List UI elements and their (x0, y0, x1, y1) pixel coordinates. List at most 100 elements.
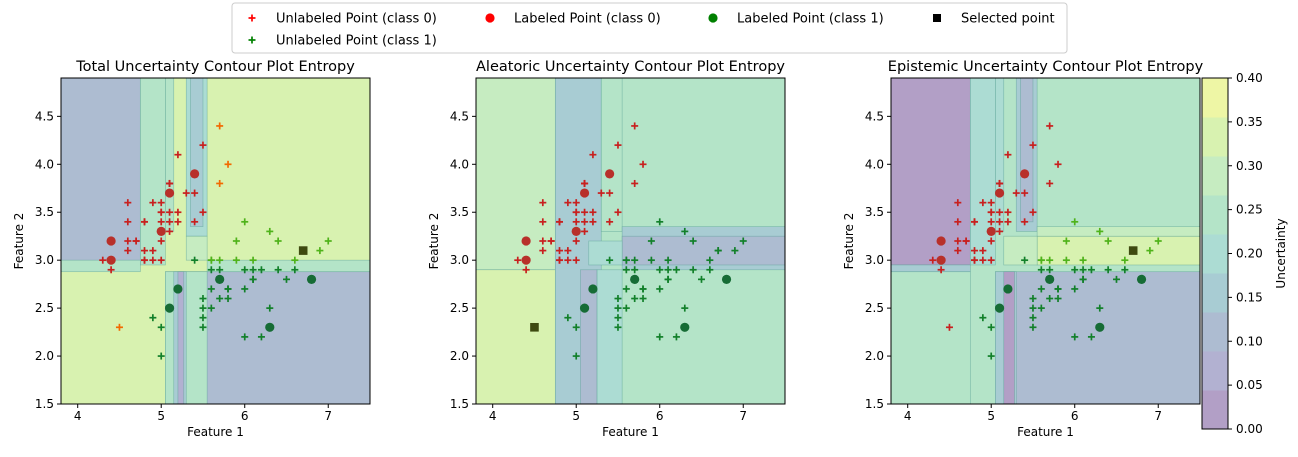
labeled-point-class1 (164, 303, 175, 313)
unlabeled-point-class1 (291, 266, 299, 274)
points (929, 122, 1162, 360)
contour-region (995, 271, 1200, 404)
unlabeled-point-class0 (987, 199, 995, 207)
y-ticks: 1.5 2.0 2.5 3.0 3.5 4.0 4.5 (865, 109, 891, 411)
unlabeled-point-class0 (597, 189, 605, 197)
legend-entry: Labeled Point (class 0) (485, 12, 661, 27)
unlabeled-point-class0 (199, 208, 207, 216)
unlabeled-point-class0 (124, 247, 132, 255)
unlabeled-point-class0 (971, 247, 979, 255)
x-tick-label: 4 (74, 409, 82, 423)
unlabeled-point-class0 (987, 218, 995, 226)
legend-marker (485, 13, 495, 23)
unlabeled-point-class0 (1046, 179, 1054, 187)
y-tick-label: 1.5 (865, 397, 884, 411)
labeled-point-class1 (1045, 274, 1055, 284)
unlabeled-point-class0 (141, 218, 149, 226)
unlabeled-point-class1 (1029, 295, 1037, 303)
unlabeled-point-class0 (1054, 160, 1062, 168)
unlabeled-point-class0 (539, 247, 547, 255)
y-axis-label: Feature 2 (842, 213, 856, 270)
y-tick-label: 2.0 (35, 349, 54, 363)
unlabeled-point-class1 (1029, 304, 1037, 312)
contour-region (891, 78, 971, 266)
unlabeled-point-class0 (547, 237, 555, 245)
unlabeled-point-class0 (115, 323, 123, 331)
legend-label: Unlabeled Point (class 0) (276, 12, 437, 27)
unlabeled-point-class1 (1046, 295, 1054, 303)
x-tick-label: 6 (656, 409, 664, 423)
colorbar-tick-label: 0.20 (1236, 247, 1263, 261)
colorbar-segment (1202, 273, 1228, 313)
labeled-point-class0 (521, 255, 531, 265)
unlabeled-point-class1 (207, 266, 215, 274)
subplot-2: 4 5 6 7 1.5 2.0 2.5 3.0 3.5 4.0 4.5 Aleatoric Uncer… (427, 59, 786, 439)
labeled-point-class0 (986, 226, 996, 237)
y-tick-label: 3.0 (865, 253, 884, 267)
unlabeled-point-class1 (656, 266, 664, 274)
colorbar-tick-label: 0.10 (1236, 334, 1263, 348)
colorbar-segment (1202, 117, 1228, 157)
unlabeled-point-class1 (664, 256, 672, 264)
unlabeled-point-class1 (1071, 333, 1079, 341)
contour-region (185, 235, 208, 261)
unlabeled-point-class0 (149, 199, 157, 207)
unlabeled-point-class0 (614, 141, 622, 149)
unlabeled-point-class1 (631, 266, 639, 274)
unlabeled-point-class0 (564, 256, 572, 264)
unlabeled-point-class0 (937, 266, 945, 274)
colorbar-tick-label: 0.00 (1236, 422, 1263, 436)
unlabeled-point-class0 (141, 247, 149, 255)
unlabeled-point-class0 (141, 256, 149, 264)
unlabeled-point-class1 (614, 304, 622, 312)
unlabeled-point-class0 (996, 218, 1004, 226)
unlabeled-point-class0 (631, 179, 639, 187)
labeled-point-class1 (721, 274, 732, 284)
unlabeled-point-class0 (572, 208, 580, 216)
unlabeled-point-class1 (622, 266, 630, 274)
unlabeled-point-class1 (1104, 237, 1112, 245)
unlabeled-point-class0 (614, 208, 622, 216)
colorbar-segment (1202, 390, 1228, 430)
unlabeled-point-class0 (631, 122, 639, 130)
labeled-point-class1 (215, 274, 225, 284)
legend-entry: Selected point (933, 12, 1055, 27)
unlabeled-point-class1 (979, 314, 987, 322)
unlabeled-point-class0 (962, 237, 970, 245)
unlabeled-point-class1 (672, 333, 680, 341)
unlabeled-point-class0 (166, 218, 174, 226)
unlabeled-point-class1 (199, 295, 207, 303)
unlabeled-point-class0 (971, 256, 979, 264)
x-ticks: 4 5 6 7 (489, 404, 747, 423)
unlabeled-point-class1 (157, 352, 165, 360)
labeled-point-class0 (571, 226, 581, 237)
contour-region (165, 78, 175, 232)
unlabeled-point-class1 (1021, 256, 1029, 264)
unlabeled-point-class0 (987, 237, 995, 245)
x-tick-label: 4 (489, 409, 497, 423)
y-tick-label: 3.5 (35, 205, 54, 219)
x-tick-label: 6 (241, 409, 249, 423)
labeled-point-class1 (1003, 284, 1013, 294)
unlabeled-point-class1 (1037, 304, 1045, 312)
unlabeled-point-class1 (199, 323, 207, 331)
unlabeled-point-class0 (971, 218, 979, 226)
unlabeled-point-class1 (656, 333, 664, 341)
legend-label: Labeled Point (class 0) (514, 12, 661, 27)
unlabeled-point-class0 (954, 199, 962, 207)
unlabeled-point-class1 (207, 285, 215, 293)
labeled-point-class0 (106, 255, 116, 265)
labeled-point-class1 (588, 284, 598, 294)
unlabeled-point-class0 (954, 247, 962, 255)
y-tick-label: 4.0 (450, 157, 469, 171)
unlabeled-point-class1 (987, 352, 995, 360)
unlabeled-point-class0 (987, 256, 995, 264)
unlabeled-point-class0 (191, 218, 199, 226)
unlabeled-point-class1 (1054, 285, 1062, 293)
unlabeled-point-class1 (266, 304, 274, 312)
unlabeled-point-class0 (556, 256, 564, 264)
unlabeled-point-class1 (1054, 295, 1062, 303)
x-tick-label: 5 (572, 409, 580, 423)
unlabeled-point-class0 (539, 237, 547, 245)
unlabeled-point-class0 (514, 256, 522, 264)
